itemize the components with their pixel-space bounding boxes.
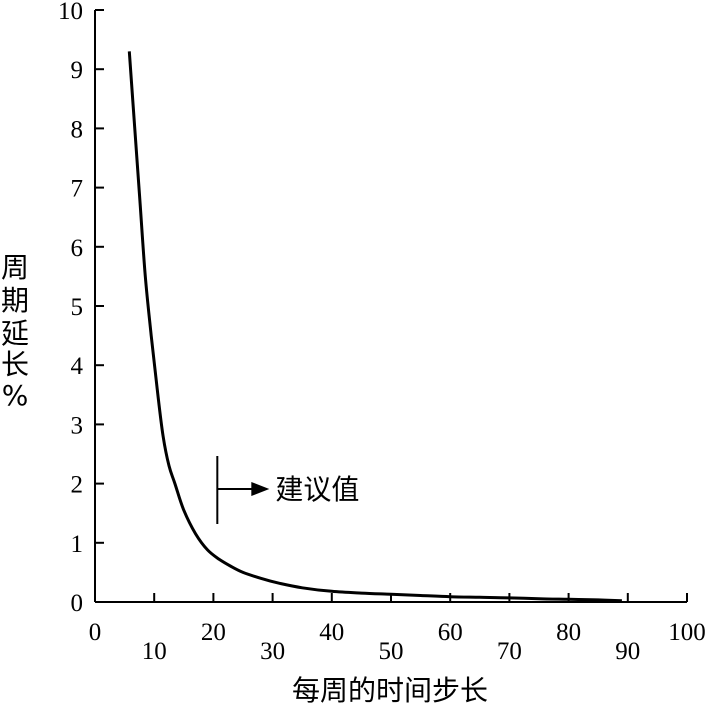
y-tick-label: 3 bbox=[71, 412, 84, 439]
y-axis-title-char: 期 bbox=[1, 284, 29, 317]
x-tick-label: 0 bbox=[89, 619, 102, 646]
y-axis-title-char: % bbox=[2, 379, 29, 412]
y-tick-label: 1 bbox=[71, 531, 84, 558]
y-tick-label: 4 bbox=[71, 353, 84, 380]
y-tick-label: 8 bbox=[71, 116, 84, 143]
y-tick-label: 5 bbox=[71, 294, 84, 321]
arrow-head-icon bbox=[251, 482, 270, 496]
annotation-label: 建议值 bbox=[275, 473, 359, 506]
y-axis-title-char: 周 bbox=[1, 251, 29, 284]
y-axis-title-char: 长 bbox=[1, 348, 29, 381]
x-tick-label: 50 bbox=[379, 638, 404, 665]
recommended-value-annotation: 建议值 bbox=[216, 456, 359, 524]
y-tick-label: 6 bbox=[71, 235, 84, 262]
y-tick-label: 10 bbox=[58, 0, 83, 25]
series-line bbox=[127, 51, 622, 603]
x-tick-label: 90 bbox=[615, 638, 640, 665]
x-axis-title: 每周的时间步长 bbox=[292, 674, 488, 707]
y-tick-label: 7 bbox=[71, 176, 84, 203]
x-tick-label: 70 bbox=[497, 638, 522, 665]
x-tick-label: 60 bbox=[438, 619, 463, 646]
x-tick-label: 100 bbox=[668, 619, 706, 646]
x-tick-label: 10 bbox=[142, 638, 167, 665]
x-tick-label: 20 bbox=[201, 619, 226, 646]
x-tick-label: 30 bbox=[260, 638, 285, 665]
y-tick-label: 2 bbox=[71, 472, 84, 499]
x-tick-label: 80 bbox=[556, 619, 581, 646]
y-tick-label: 0 bbox=[71, 590, 84, 617]
y-axis-title-char: 延 bbox=[1, 317, 29, 350]
x-tick-label: 40 bbox=[319, 619, 344, 646]
y-tick-label: 9 bbox=[71, 57, 84, 84]
